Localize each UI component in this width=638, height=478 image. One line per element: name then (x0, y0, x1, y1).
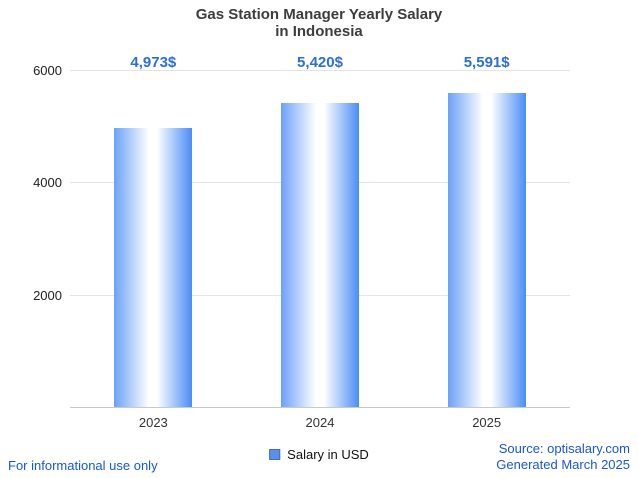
legend-swatch-icon (269, 449, 281, 460)
generated-date: Generated March 2025 (496, 457, 630, 472)
y-tick-label-4000: 4000 (33, 175, 62, 191)
value-label-2023: 4,973$ (130, 54, 177, 71)
bar-2024 (281, 102, 359, 407)
x-tick-label-2023: 2023 (138, 415, 168, 430)
value-labels-row: 4,973$ 5,420$ 5,591$ (70, 54, 570, 74)
bar-2025 (447, 92, 526, 407)
legend-label: Salary in USD (287, 447, 369, 462)
plot-area (70, 70, 570, 408)
chart-title-line1: Gas Station Manager Yearly Salary (195, 6, 443, 23)
source-link[interactable]: Source: optisalary.com (498, 441, 630, 456)
y-tick-label-6000: 6000 (33, 63, 62, 78)
footer-source-block: Source: optisalary.com Generated March 2… (496, 441, 630, 473)
chart-title-line2: in Indonesia (275, 23, 363, 40)
bar-2023 (114, 127, 193, 407)
x-tick-label-2024: 2024 (305, 415, 335, 430)
value-label-2025: 5,591$ (463, 54, 510, 71)
footer-disclaimer: For informational use only (8, 458, 158, 473)
y-tick-label-2000: 2000 (33, 287, 62, 303)
chart-title: Gas Station Manager Yearly Salary in Ind… (0, 6, 638, 40)
value-label-2024: 5,420$ (297, 54, 343, 71)
legend: Salary in USD (269, 447, 369, 462)
x-tick-label-2025: 2025 (472, 415, 502, 430)
gridline-6000 (70, 70, 570, 71)
